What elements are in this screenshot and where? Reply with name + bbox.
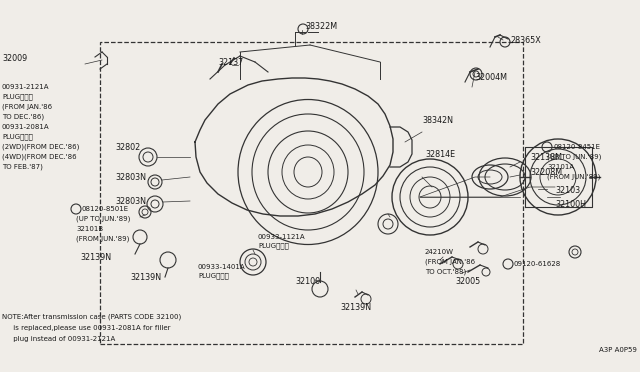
Text: 00933-1401A: 00933-1401A xyxy=(198,264,246,270)
Text: 32139N: 32139N xyxy=(130,273,161,282)
Text: (UP TO JUN.'89): (UP TO JUN.'89) xyxy=(76,216,131,222)
Text: (FROM JAN.'86: (FROM JAN.'86 xyxy=(425,259,475,265)
Text: 09120-61628: 09120-61628 xyxy=(514,261,561,267)
Text: PLUGプラグ: PLUGプラグ xyxy=(198,273,229,279)
Text: (FROM JUN.'89): (FROM JUN.'89) xyxy=(547,174,600,180)
Text: 32139N: 32139N xyxy=(340,302,371,311)
Text: A3P A0P59: A3P A0P59 xyxy=(599,347,637,353)
Text: TO DEC.'86): TO DEC.'86) xyxy=(2,114,44,120)
Text: 32138M: 32138M xyxy=(530,153,562,161)
Text: 32802: 32802 xyxy=(115,142,140,151)
Text: (2WD)(FROM DEC.'86): (2WD)(FROM DEC.'86) xyxy=(2,144,79,150)
Text: PLUGプラグ: PLUGプラグ xyxy=(2,134,33,140)
Text: 38342N: 38342N xyxy=(422,115,453,125)
Text: 08120-8451E: 08120-8451E xyxy=(554,144,601,150)
Text: 32004M: 32004M xyxy=(475,73,507,81)
Text: 32803N: 32803N xyxy=(115,173,146,182)
Text: plug instead of 00931-2121A: plug instead of 00931-2121A xyxy=(2,336,115,342)
Text: 32103: 32103 xyxy=(555,186,580,195)
Text: 32208M: 32208M xyxy=(530,167,562,176)
Text: 32137: 32137 xyxy=(218,58,243,67)
Text: 32814E: 32814E xyxy=(425,150,455,158)
Text: 38322M: 38322M xyxy=(305,22,337,31)
Text: TO OCT.'88): TO OCT.'88) xyxy=(425,269,467,275)
Text: is replaced,please use 00931-2081A for filler: is replaced,please use 00931-2081A for f… xyxy=(2,325,170,331)
Text: 28365X: 28365X xyxy=(510,35,541,45)
Text: PLUGプラグ: PLUGプラグ xyxy=(2,94,33,100)
Text: 32100: 32100 xyxy=(295,278,320,286)
Text: 08120-8501E: 08120-8501E xyxy=(82,206,129,212)
Text: (4WD)(FROM DEC.'86: (4WD)(FROM DEC.'86 xyxy=(2,154,77,160)
Text: PLUGプラグ: PLUGプラグ xyxy=(258,243,289,249)
Text: 00931-2081A: 00931-2081A xyxy=(2,124,50,130)
Text: (FROM JAN.'86: (FROM JAN.'86 xyxy=(2,104,52,110)
Text: 32100H: 32100H xyxy=(555,199,586,208)
Text: 32009: 32009 xyxy=(2,54,28,62)
Text: 00931-2121A: 00931-2121A xyxy=(2,84,49,90)
Text: 32005: 32005 xyxy=(455,278,480,286)
Text: 32803N: 32803N xyxy=(115,196,146,205)
Text: (FROM JUN.'89): (FROM JUN.'89) xyxy=(76,236,129,242)
Text: 32101A: 32101A xyxy=(547,164,574,170)
Text: 24210W: 24210W xyxy=(425,249,454,255)
Text: TO FEB.'87): TO FEB.'87) xyxy=(2,164,43,170)
Text: NOTE:After transmission case (PARTS CODE 32100): NOTE:After transmission case (PARTS CODE… xyxy=(2,314,181,320)
Text: 32139N: 32139N xyxy=(80,253,111,262)
Text: 00933-1121A: 00933-1121A xyxy=(258,234,306,240)
Text: 32101B: 32101B xyxy=(76,226,103,232)
Text: (UP TO JUN.'89): (UP TO JUN.'89) xyxy=(547,154,602,160)
